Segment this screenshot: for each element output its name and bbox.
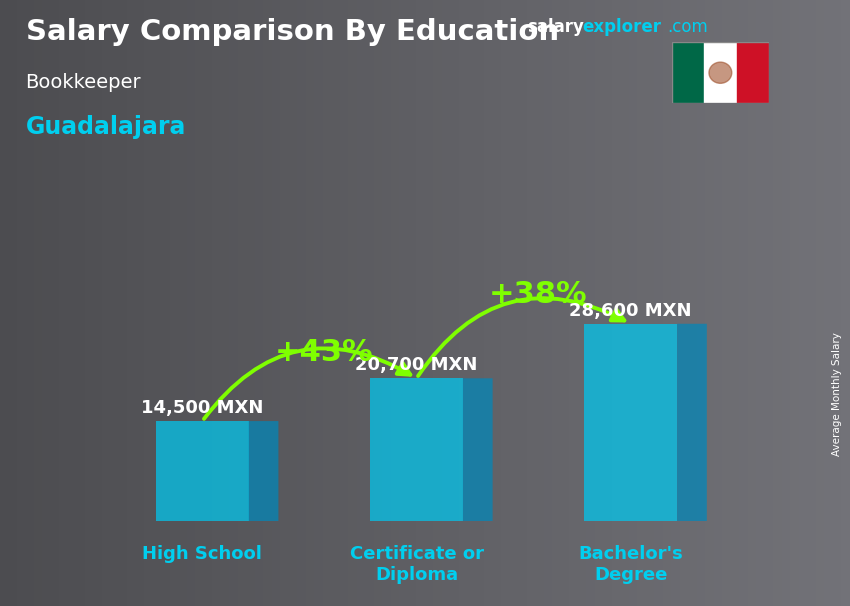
Text: Bachelor's
Degree: Bachelor's Degree — [578, 545, 683, 584]
Text: High School: High School — [142, 545, 263, 564]
Text: +43%: +43% — [275, 338, 373, 367]
Text: Certificate or
Diploma: Certificate or Diploma — [349, 545, 484, 584]
Text: 20,700 MXN: 20,700 MXN — [355, 356, 478, 374]
Text: Bookkeeper: Bookkeeper — [26, 73, 141, 92]
Bar — [672, 42, 704, 103]
Polygon shape — [370, 378, 463, 521]
Circle shape — [709, 62, 732, 84]
Bar — [704, 42, 737, 103]
Text: 14,500 MXN: 14,500 MXN — [141, 399, 264, 417]
Text: salary: salary — [527, 18, 584, 36]
Polygon shape — [249, 421, 279, 521]
Text: Average Monthly Salary: Average Monthly Salary — [832, 332, 842, 456]
Text: 28,600 MXN: 28,600 MXN — [570, 302, 692, 319]
Text: Salary Comparison By Education: Salary Comparison By Education — [26, 18, 558, 46]
Polygon shape — [156, 421, 249, 521]
Bar — [737, 42, 769, 103]
Polygon shape — [584, 324, 677, 521]
Text: .com: .com — [667, 18, 708, 36]
Polygon shape — [677, 324, 707, 521]
Text: explorer: explorer — [582, 18, 661, 36]
Text: Guadalajara: Guadalajara — [26, 115, 186, 139]
Polygon shape — [463, 378, 493, 521]
Text: +38%: +38% — [489, 280, 587, 309]
